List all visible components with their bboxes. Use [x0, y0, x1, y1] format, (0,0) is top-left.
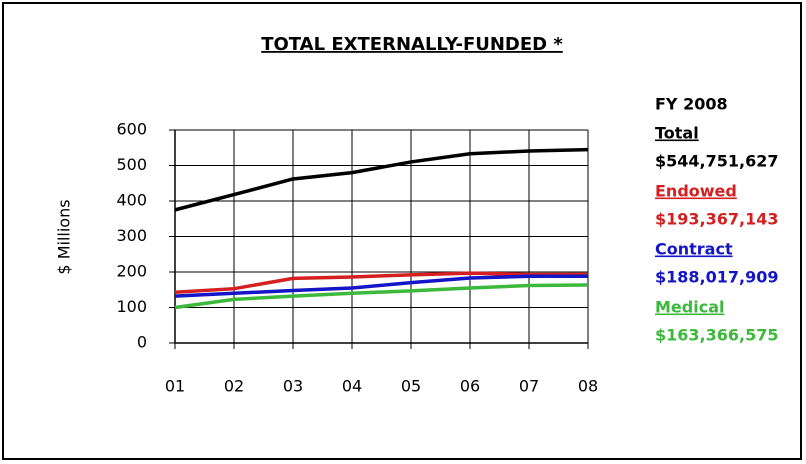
legend-amount: $193,367,143	[655, 210, 778, 229]
x-tick-label: 06	[460, 377, 480, 396]
series-line	[174, 283, 589, 310]
x-tick-label: 04	[342, 377, 362, 396]
y-axis-label: $ Millions	[55, 199, 74, 274]
legend-amount: $163,366,575	[655, 326, 778, 345]
y-tick-label: 100	[116, 297, 147, 316]
legend-label: Medical	[655, 298, 724, 317]
legend-label: Contract	[655, 240, 733, 259]
x-tick-label: 02	[224, 377, 244, 396]
x-tick-label: 05	[401, 377, 421, 396]
x-tick-label: 01	[165, 377, 185, 396]
x-tick-label: 08	[578, 377, 598, 396]
frame	[2, 2, 802, 460]
legend-title: FY 2008	[655, 95, 728, 114]
legend-amount: $544,751,627	[655, 152, 778, 171]
y-tick-label: 500	[116, 155, 147, 174]
legend-label: Endowed	[655, 182, 737, 201]
legend-label: Total	[655, 124, 699, 143]
legend-amount: $188,017,909	[655, 268, 778, 287]
series-line	[174, 147, 589, 212]
y-tick-label: 200	[116, 262, 147, 281]
y-tick-label: 300	[116, 226, 147, 245]
x-tick-label: 07	[519, 377, 539, 396]
y-tick-label: 0	[137, 333, 147, 352]
series-line	[174, 271, 589, 294]
x-tick-label: 03	[283, 377, 303, 396]
y-tick-label: 600	[116, 120, 147, 139]
y-tick-label: 400	[116, 191, 147, 210]
series-line	[174, 274, 589, 298]
chart-title: TOTAL EXTERNALLY-FUNDED *	[261, 34, 563, 55]
